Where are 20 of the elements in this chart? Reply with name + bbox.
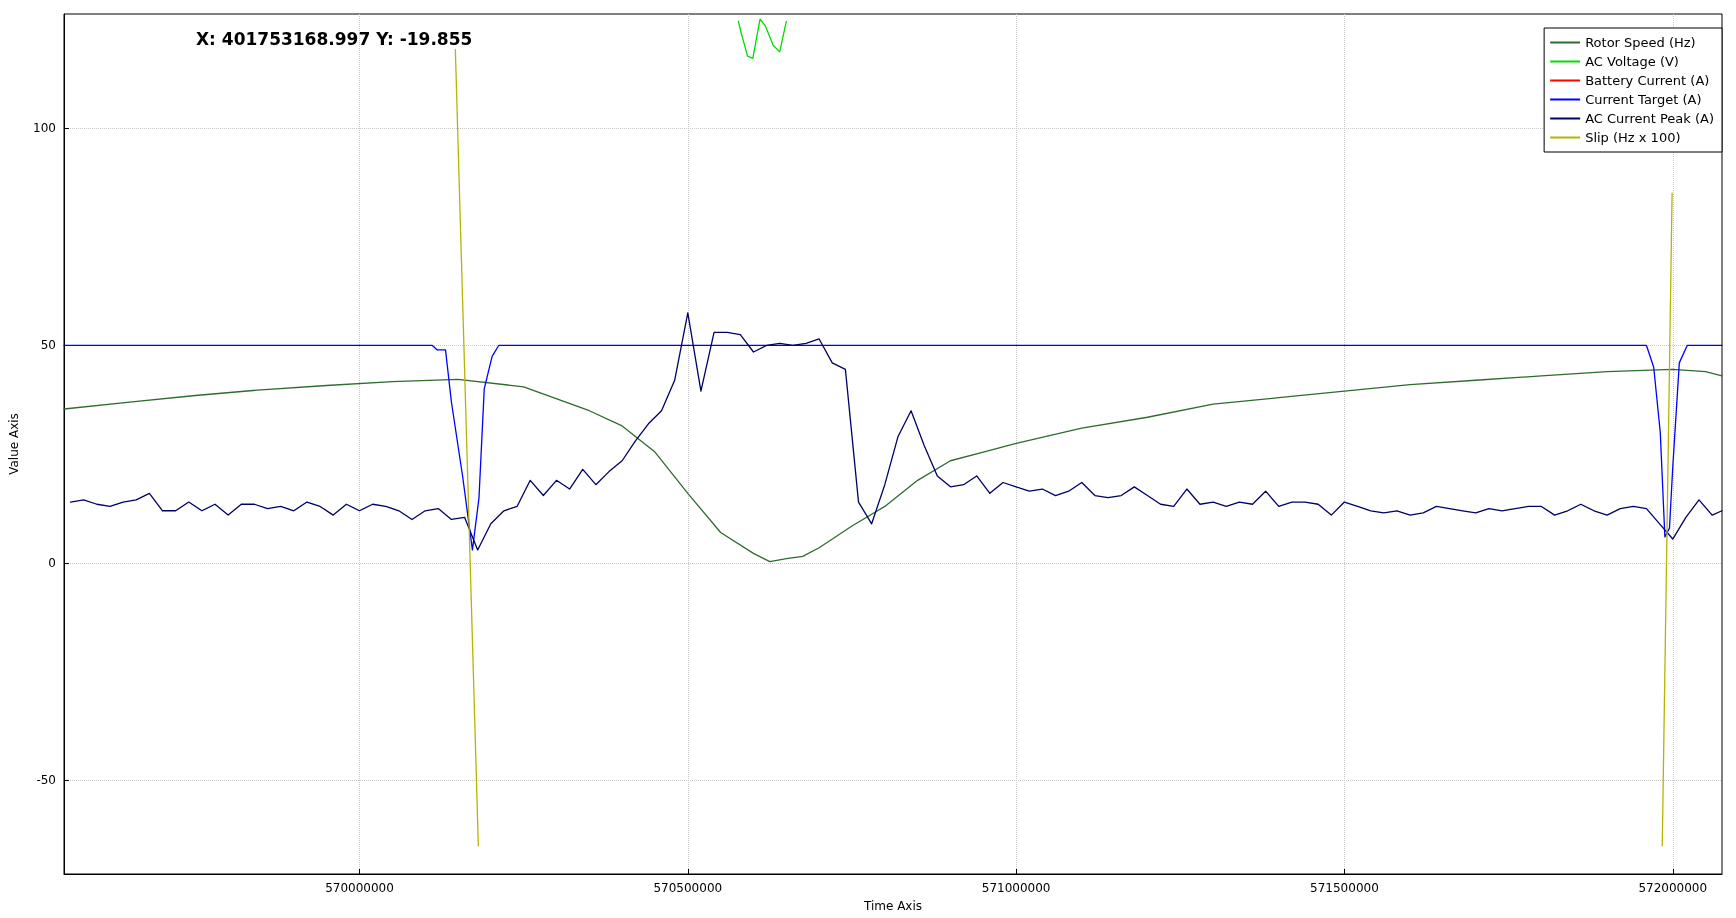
line-series <box>63 368 1723 563</box>
x-tick-label: 571500000 <box>1310 881 1379 895</box>
x-tick-label: 571000000 <box>981 881 1051 895</box>
y-tick-label: 100 <box>33 120 56 135</box>
y-tick-label: 50 <box>40 338 56 353</box>
x-tick-label: 572000000 <box>1638 881 1708 895</box>
legend-label: Battery Current (A) <box>1585 73 1710 88</box>
x-tick-label: 570000000 <box>325 881 394 895</box>
legend-label: Current Target (A) <box>1585 92 1702 107</box>
x-tick-label: 570500000 <box>653 881 723 895</box>
legend-label: Slip (Hz x 100) <box>1585 130 1681 145</box>
y-tick-label: 0 <box>48 555 56 570</box>
annotation: X: 401753168.997 Y: -19.855 <box>196 28 473 49</box>
y-axis-title: Value Axis <box>7 413 21 475</box>
line-series <box>737 18 787 60</box>
legend-label: Rotor Speed (Hz) <box>1585 35 1696 50</box>
y-tick-label: -50 <box>36 773 56 788</box>
legend-label: AC Voltage (V) <box>1585 54 1679 69</box>
legend-label: AC Current Peak (A) <box>1585 111 1714 126</box>
x-axis-title: Time Axis <box>862 899 923 913</box>
